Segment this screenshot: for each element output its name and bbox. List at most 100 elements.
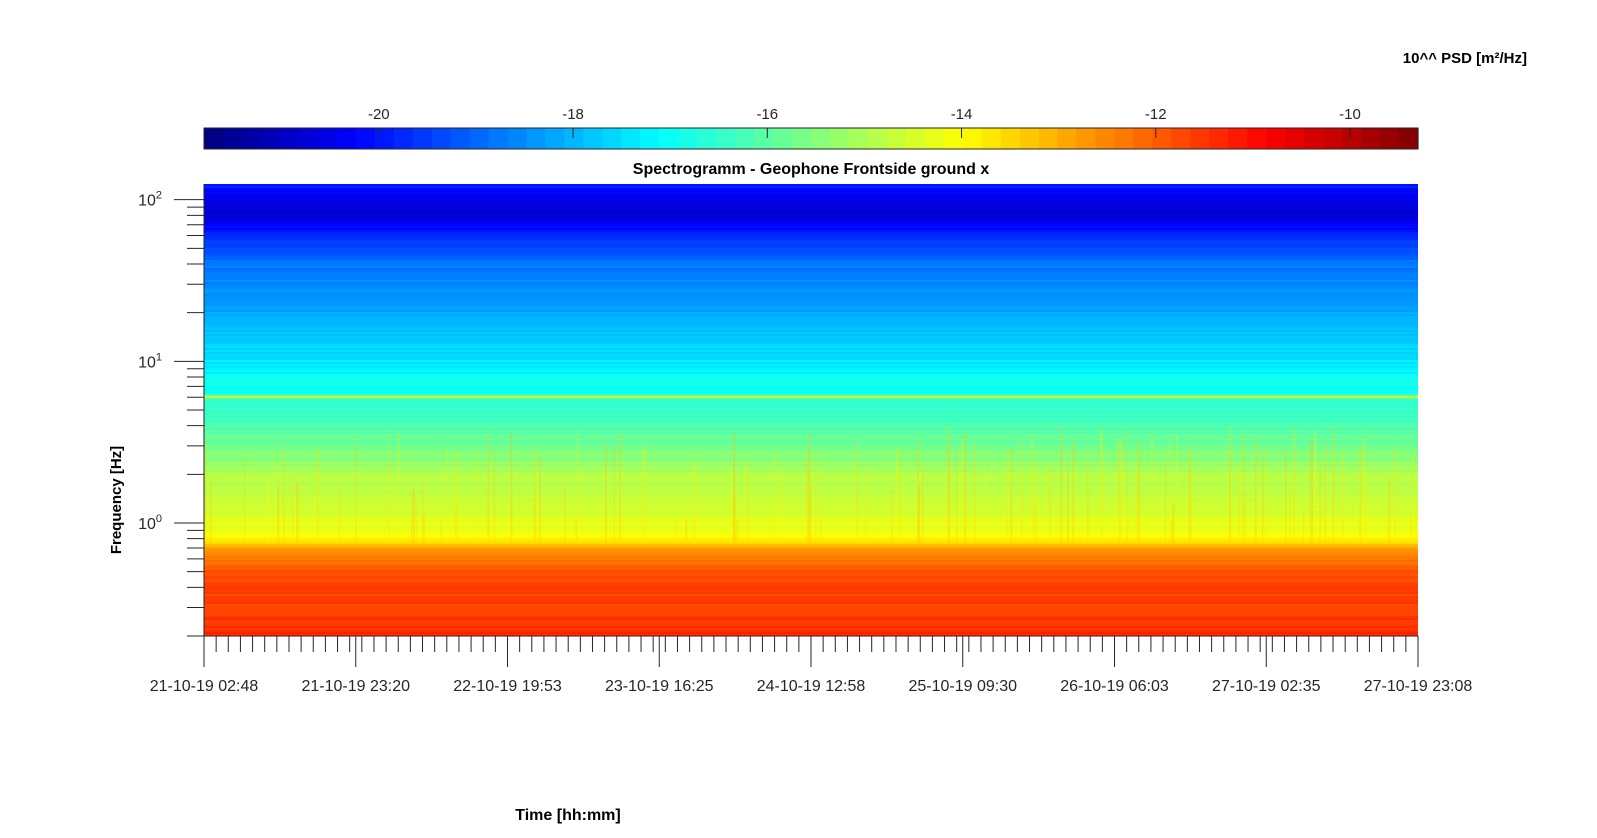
colorbar-cell (1076, 128, 1097, 149)
colorbar-cell (317, 128, 338, 149)
heatmap-row (204, 414, 1418, 417)
heatmap-row (204, 294, 1418, 297)
heatmap-row (204, 490, 1418, 493)
heatmap-row (204, 344, 1418, 347)
heatmap-row (204, 334, 1418, 337)
colorbar-cell (564, 128, 584, 149)
colorbar-tick-label: -20 (368, 106, 390, 123)
colorbar-cell (1361, 128, 1381, 149)
heatmap-row (204, 326, 1418, 329)
heatmap-row (204, 270, 1418, 273)
heatmap-row (204, 406, 1418, 409)
heatmap-row (204, 304, 1418, 307)
heatmap-row (204, 240, 1418, 243)
heatmap-row (204, 436, 1418, 439)
heatmap-row (204, 348, 1418, 351)
colorbar-cell (981, 128, 1002, 149)
colorbar-cell (412, 128, 433, 149)
heatmap-row (204, 264, 1418, 267)
heatmap-row (204, 320, 1418, 323)
heatmap-row (204, 462, 1418, 465)
heatmap-row (204, 560, 1418, 563)
heatmap-row (204, 550, 1418, 553)
colorbar-cell (507, 128, 528, 149)
heatmap-row (204, 592, 1418, 595)
colorbar-cell (924, 128, 945, 149)
heatmap-row (204, 284, 1418, 287)
colorbar-cell (716, 128, 736, 149)
heatmap-row (204, 578, 1418, 581)
heatmap-row (204, 630, 1418, 633)
colorbar-cell (204, 128, 224, 149)
heatmap-row (204, 564, 1418, 567)
heatmap-row (204, 410, 1418, 413)
heatmap-row (204, 472, 1418, 475)
heatmap-row (204, 526, 1418, 529)
heatmap-row (204, 604, 1418, 607)
heatmap-row (204, 352, 1418, 355)
heatmap-row (204, 292, 1418, 295)
heatmap-row (204, 378, 1418, 381)
heatmap-row (204, 520, 1418, 523)
x-tick-label: 21-10-19 02:48 (150, 678, 259, 695)
heatmap-row (204, 328, 1418, 331)
heatmap-row (204, 530, 1418, 533)
heatmap-row (204, 596, 1418, 599)
heatmap-row (204, 186, 1418, 189)
heatmap-row (204, 360, 1418, 363)
colorbar-cell (1228, 128, 1248, 149)
heatmap-row (204, 586, 1418, 589)
heatmap-row (204, 572, 1418, 575)
heatmap-row (204, 514, 1418, 517)
heatmap-row (204, 602, 1418, 605)
heatmap-row (204, 612, 1418, 615)
heatmap-row (204, 244, 1418, 247)
colorbar-cell (1133, 128, 1154, 149)
heatmap-row (204, 426, 1418, 429)
heatmap-row (204, 278, 1418, 281)
heatmap-row (204, 376, 1418, 379)
heatmap-row (204, 588, 1418, 591)
heatmap-row (204, 622, 1418, 625)
heatmap-row (204, 234, 1418, 237)
heatmap-row (204, 242, 1418, 245)
y-tick-label: 100 (138, 513, 162, 533)
colorbar-cell (754, 128, 774, 149)
heatmap-row (204, 280, 1418, 283)
heatmap-row (204, 428, 1418, 431)
heatmap-row (204, 206, 1418, 209)
heatmap-row (204, 532, 1418, 535)
heatmap-row (204, 384, 1418, 387)
heatmap-row (204, 464, 1418, 467)
heatmap-row (204, 196, 1418, 199)
heatmap-row (204, 318, 1418, 321)
colorbar-cell (222, 128, 243, 149)
colorbar-cell (1190, 128, 1210, 149)
heatmap-row (204, 288, 1418, 291)
heatmap-row (204, 504, 1418, 507)
heatmap-row (204, 538, 1418, 541)
colorbar-label: 10^^ PSD [m²/Hz] (1403, 50, 1527, 67)
heatmap-row (204, 474, 1418, 477)
heatmap-row (204, 350, 1418, 353)
heatmap-row (204, 480, 1418, 483)
heatmap-row (204, 558, 1418, 561)
heatmap-row (204, 494, 1418, 497)
y-axis-label: Frequency [Hz] (108, 446, 125, 554)
heatmap-row (204, 262, 1418, 265)
heatmap-row (204, 634, 1418, 636)
heatmap-row (204, 380, 1418, 383)
heatmap-row (204, 516, 1418, 519)
colorbar-cell (1019, 128, 1040, 149)
colorbar-cell (962, 128, 983, 149)
heatmap-row (204, 536, 1418, 539)
heatmap-row (204, 546, 1418, 549)
colorbar-cell (905, 128, 926, 149)
colorbar-frame (203, 127, 1419, 150)
colorbar-cell (1399, 128, 1419, 149)
heatmap-row (204, 220, 1418, 223)
heatmap-row (204, 228, 1418, 231)
colorbar-cell (583, 128, 603, 149)
heatmap-row (204, 438, 1418, 441)
heatmap-row (204, 250, 1418, 253)
